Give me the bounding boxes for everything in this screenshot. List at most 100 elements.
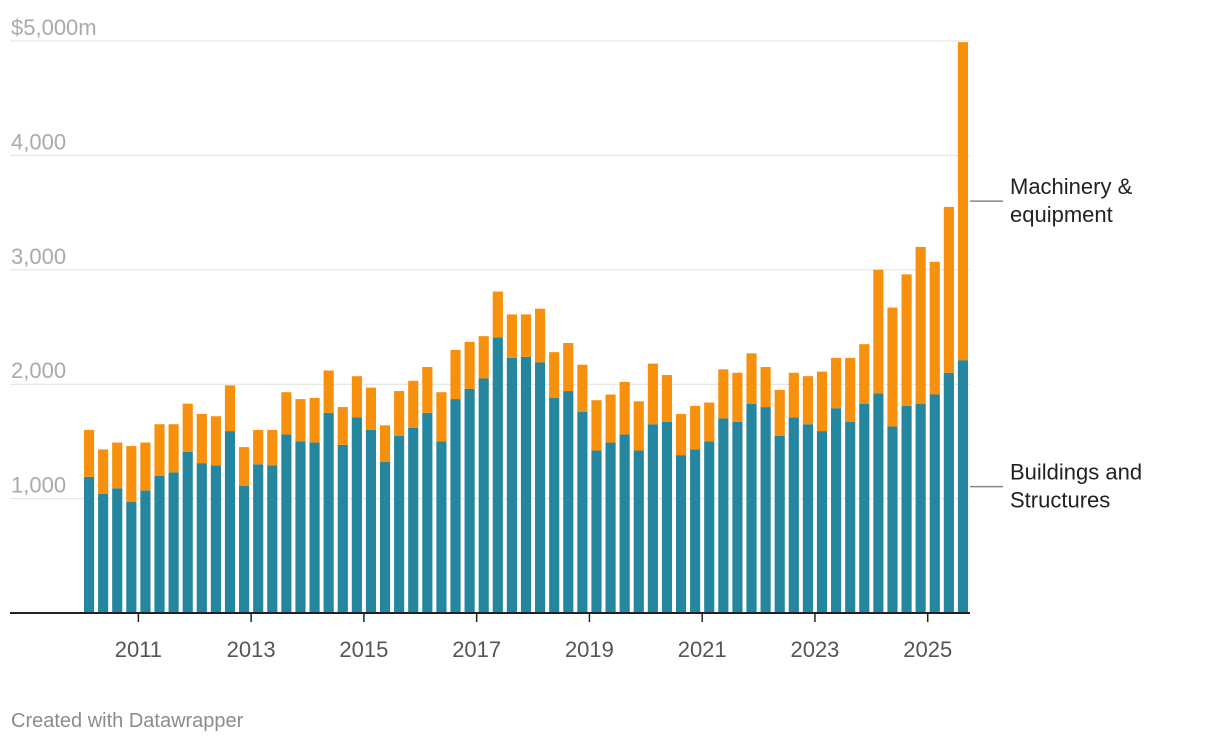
bar-machinery-42 (675, 413, 687, 456)
bar-machinery-60 (929, 261, 940, 395)
bar-buildings-45 (718, 418, 729, 613)
bar-buildings-33 (549, 397, 560, 613)
bar-machinery-51 (802, 376, 813, 425)
x-tick-label: 2015 (339, 637, 388, 662)
bar-machinery-41 (661, 375, 673, 422)
bar-buildings-9 (210, 465, 221, 613)
bar-machinery-14 (281, 392, 292, 435)
x-tick-label: 2013 (227, 637, 276, 662)
bar-buildings-34 (563, 391, 574, 613)
bar-buildings-50 (788, 417, 799, 613)
bar-machinery-6 (168, 424, 179, 473)
bars (83, 42, 969, 613)
bar-machinery-1 (98, 449, 109, 495)
bar-machinery-8 (196, 413, 207, 464)
x-tick-label: 2017 (452, 637, 501, 662)
bar-machinery-53 (831, 357, 842, 409)
series-label-line: equipment (1010, 202, 1113, 227)
bar-buildings-40 (647, 424, 658, 613)
bar-buildings-41 (661, 421, 673, 613)
bar-machinery-13 (267, 429, 278, 466)
bar-machinery-3 (126, 445, 137, 503)
x-tick-label: 2021 (678, 637, 727, 662)
bar-machinery-32 (535, 308, 546, 363)
bar-buildings-43 (690, 449, 701, 613)
x-tick-label: 2011 (115, 637, 162, 662)
bar-machinery-55 (859, 344, 870, 404)
bar-buildings-35 (577, 411, 588, 613)
bar-buildings-51 (802, 424, 813, 613)
bar-machinery-48 (760, 367, 771, 408)
bar-machinery-17 (323, 370, 334, 413)
credit-text: Created with Datawrapper (11, 710, 244, 732)
bar-buildings-58 (901, 405, 912, 613)
bar-buildings-36 (591, 450, 602, 613)
bar-buildings-42 (675, 455, 687, 613)
bar-machinery-7 (182, 403, 193, 452)
bar-buildings-10 (224, 431, 236, 613)
bar-buildings-25 (436, 441, 447, 613)
bar-machinery-33 (549, 352, 560, 398)
bar-buildings-54 (845, 421, 856, 613)
bar-buildings-14 (281, 434, 292, 613)
bar-machinery-37 (605, 394, 616, 443)
bar-machinery-11 (239, 447, 250, 487)
bar-buildings-13 (267, 465, 278, 613)
bar-machinery-40 (647, 363, 658, 425)
bar-machinery-45 (718, 369, 729, 419)
bar-buildings-44 (704, 441, 715, 613)
bar-machinery-15 (295, 399, 306, 442)
bar-buildings-4 (140, 490, 151, 613)
bar-buildings-48 (760, 407, 771, 613)
bar-buildings-46 (732, 421, 743, 613)
bar-buildings-16 (309, 442, 320, 613)
bar-machinery-56 (873, 269, 884, 394)
bar-machinery-52 (816, 371, 828, 432)
x-tick-label: 2019 (565, 637, 614, 662)
y-tick-label: $5,000m (11, 15, 97, 40)
bar-buildings-57 (887, 426, 898, 613)
bar-buildings-27 (464, 388, 475, 613)
bar-machinery-31 (520, 314, 532, 357)
bar-machinery-44 (704, 402, 715, 442)
bar-machinery-59 (915, 246, 926, 404)
bar-machinery-21 (379, 425, 391, 462)
bar-machinery-28 (478, 336, 489, 379)
bar-buildings-53 (831, 408, 842, 613)
series-label-line: Buildings and (1010, 460, 1142, 485)
bar-machinery-27 (464, 341, 475, 389)
series-label-line: Machinery & (1010, 174, 1133, 199)
bar-machinery-2 (112, 442, 123, 489)
series-label: Machinery & equipment (1010, 174, 1133, 227)
bar-buildings-38 (619, 434, 630, 613)
bar-machinery-16 (309, 397, 320, 443)
bar-machinery-50 (788, 372, 799, 418)
series-labels: Buildings and Structures Machinery & equipm… (970, 174, 1142, 513)
y-tick-label: 1,000 (11, 473, 66, 498)
bar-buildings-30 (506, 357, 517, 613)
bar-buildings-56 (873, 393, 884, 613)
y-axis-tick-labels: 1,000 2,000 3,000 4,000 $5,000m (11, 15, 97, 498)
bar-machinery-10 (224, 385, 236, 432)
bar-machinery-4 (140, 442, 151, 491)
bar-buildings-3 (126, 502, 137, 613)
bar-buildings-8 (196, 463, 207, 613)
bar-buildings-24 (422, 412, 433, 613)
bar-machinery-25 (436, 392, 447, 442)
bar-machinery-43 (690, 405, 701, 450)
bar-buildings-26 (450, 399, 461, 613)
bar-buildings-37 (605, 442, 616, 613)
bar-buildings-7 (182, 451, 193, 613)
bar-machinery-57 (887, 307, 898, 427)
bar-machinery-22 (394, 391, 405, 436)
bar-buildings-29 (492, 337, 503, 613)
bar-buildings-15 (295, 441, 306, 613)
bar-buildings-0 (83, 476, 95, 613)
y-tick-label: 2,000 (11, 358, 66, 383)
bar-buildings-62 (957, 360, 969, 613)
bar-machinery-24 (422, 367, 433, 413)
series-label-line: Structures (1010, 488, 1110, 513)
bar-machinery-36 (591, 400, 602, 451)
bar-buildings-49 (774, 435, 785, 613)
bar-buildings-60 (929, 394, 940, 613)
